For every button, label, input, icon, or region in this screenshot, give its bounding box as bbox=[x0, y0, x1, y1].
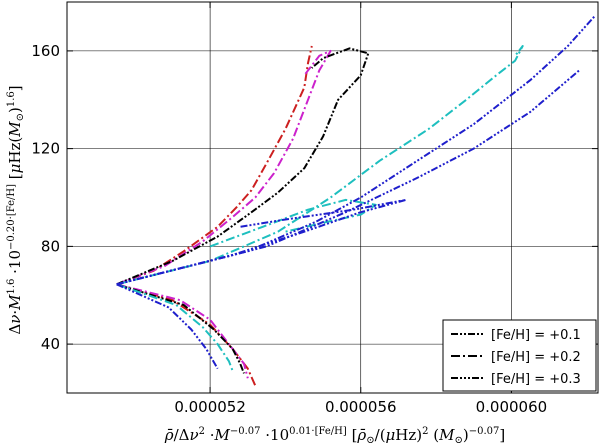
legend-label: [Fe/H] = +0.2 bbox=[491, 350, 581, 365]
series-line-2 bbox=[116, 49, 332, 286]
plot-frame bbox=[66, 1, 599, 394]
y-tick-label: 80 bbox=[41, 237, 60, 255]
legend-label: [Fe/H] = +0.1 bbox=[491, 328, 581, 343]
legend-label: [Fe/H] = +0.3 bbox=[491, 372, 581, 387]
y-tick-label: 120 bbox=[31, 140, 60, 158]
series-group bbox=[116, 16, 595, 387]
y-tick-label: 40 bbox=[41, 335, 60, 353]
tick-group: 0.000052 0.000056 0.000060 40 80 120 160 bbox=[31, 2, 598, 416]
x-tick-label: 0.000052 bbox=[174, 398, 246, 416]
series-line-5 bbox=[116, 283, 245, 374]
legend: [Fe/H] = +0.1 [Fe/H] = +0.2 [Fe/H] = +0.3 bbox=[442, 319, 597, 392]
grid-lines bbox=[67, 2, 598, 393]
series-line-9 bbox=[116, 16, 595, 286]
series-line-7 bbox=[116, 283, 234, 372]
x-tick-label: 0.000060 bbox=[476, 398, 548, 416]
y-tick-label: 160 bbox=[31, 42, 60, 60]
series-line-0 bbox=[116, 45, 313, 286]
series-line-6 bbox=[116, 45, 524, 286]
series-line-8 bbox=[209, 198, 377, 248]
x-axis-label: ρ̄/Δν2 ·M−0.07 ·100.01·[Fe/H] [ρ̄⊙/(μHz)… bbox=[164, 426, 506, 446]
series-line-4 bbox=[116, 47, 370, 286]
series-line-10 bbox=[116, 198, 407, 286]
series-line-3 bbox=[116, 283, 249, 379]
x-tick-label: 0.000056 bbox=[325, 398, 397, 416]
series-line-12 bbox=[116, 283, 219, 370]
series-line-1 bbox=[116, 283, 257, 387]
y-axis-label: Δν·M1.6 ·10−0.20·[Fe/H] [μHz(M⊙)1.6] bbox=[6, 85, 26, 334]
series-line-11 bbox=[116, 69, 580, 286]
